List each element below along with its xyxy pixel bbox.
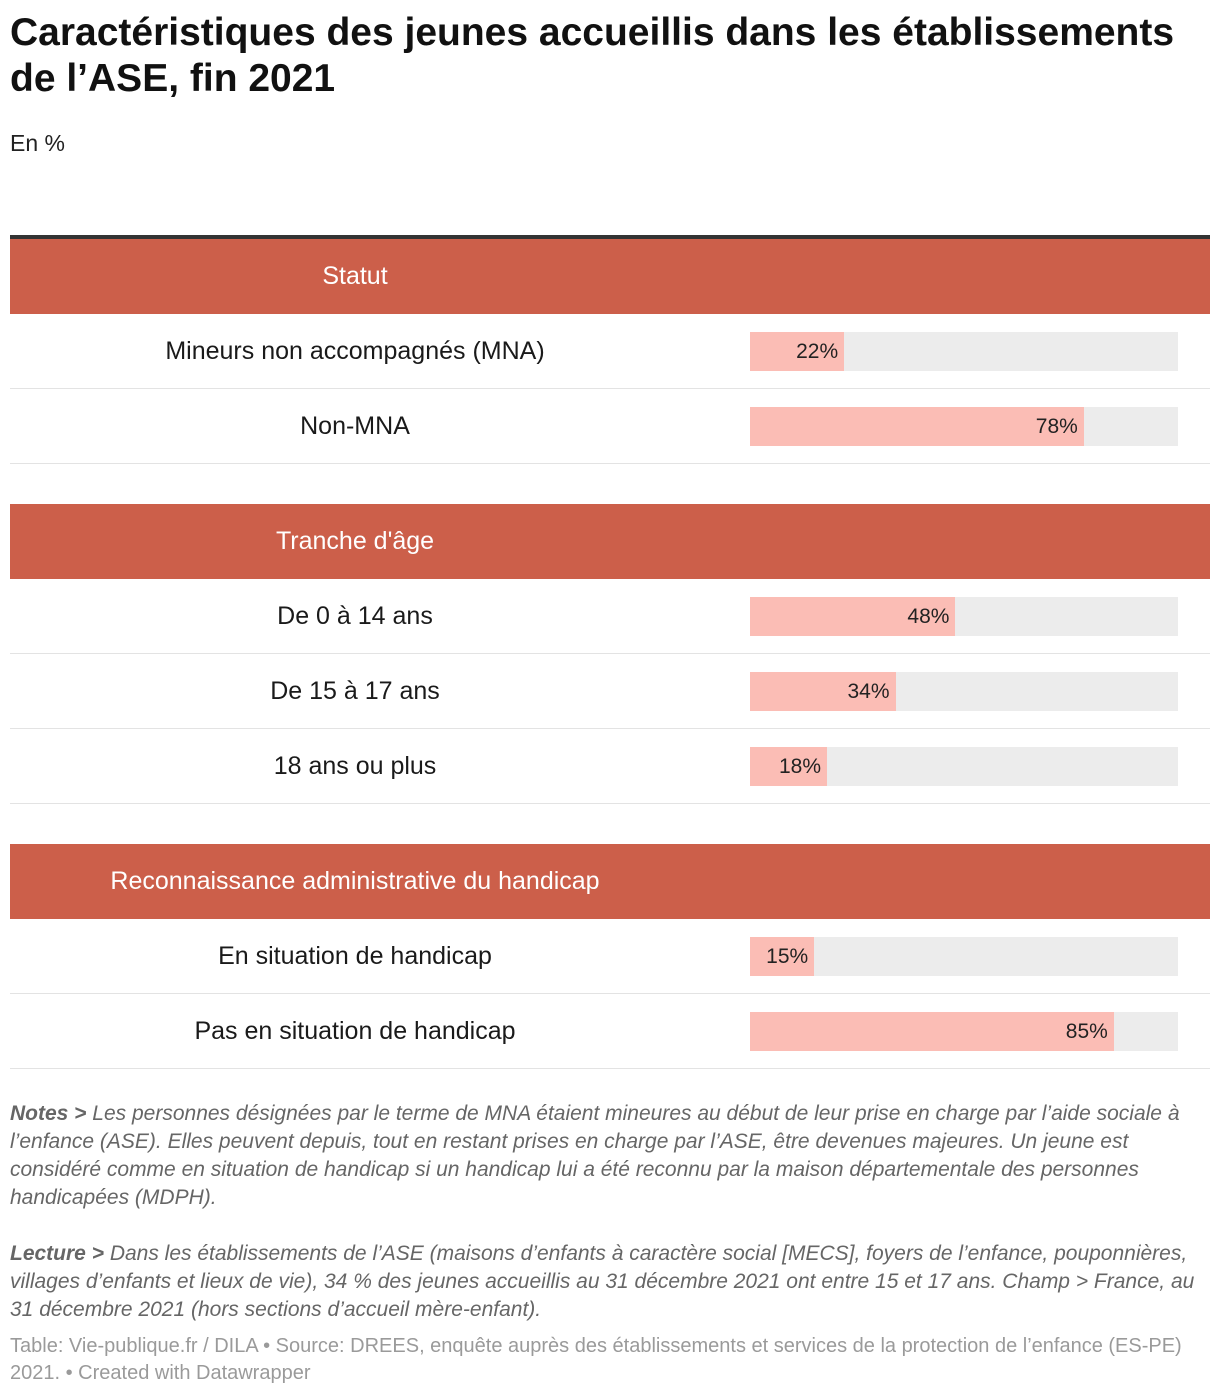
chart-subtitle: En % <box>10 130 65 156</box>
bar: 18% <box>750 747 828 786</box>
bar-track: 18% <box>750 747 1178 786</box>
bar: 78% <box>750 407 1084 446</box>
table-row: De 15 à 17 ans 34% <box>10 654 1210 729</box>
bar: 34% <box>750 672 896 711</box>
group-header-label: Statut <box>322 262 388 290</box>
row-label: Non-MNA <box>300 412 410 440</box>
table-row: Pas en situation de handicap 85% <box>10 994 1210 1069</box>
group-header-label: Reconnaissance administrative du handica… <box>110 867 600 895</box>
table-row: De 0 à 14 ans 48% <box>10 579 1210 654</box>
table-row: Mineurs non accompagnés (MNA) 22% <box>10 314 1210 389</box>
row-label: De 15 à 17 ans <box>270 677 440 705</box>
bar: 48% <box>750 597 956 636</box>
bar-value-label: 48% <box>907 605 950 628</box>
group-section: Statut Mineurs non accompagnés (MNA) 22% No… <box>10 239 1210 464</box>
table-row: En situation de handicap 15% <box>10 919 1210 994</box>
lecture-label: Lecture > <box>10 1242 104 1265</box>
notes-paragraph: Notes > Les personnes désignées par le t… <box>10 1100 1210 1212</box>
row-label: Mineurs non accompagnés (MNA) <box>165 337 545 365</box>
bar-value-label: 15% <box>766 945 809 968</box>
group-section: Tranche d'âge De 0 à 14 ans 48% De 15 à 17 … <box>10 504 1210 804</box>
group-header: Tranche d'âge <box>10 504 1210 579</box>
bar-track: 22% <box>750 332 1178 371</box>
row-label: Pas en situation de handicap <box>194 1017 516 1045</box>
notes-text: Les personnes désignées par le terme de … <box>10 1102 1180 1209</box>
notes-block: Notes > Les personnes désignées par le t… <box>10 1100 1210 1352</box>
bar-track: 34% <box>750 672 1178 711</box>
group-header: Statut <box>10 239 1210 314</box>
bar: 15% <box>750 937 815 976</box>
chart-title: Caractéristiques des jeunes accueillis d… <box>10 11 1175 100</box>
lecture-paragraph: Lecture > Dans les établissements de l’A… <box>10 1240 1210 1324</box>
bar: 85% <box>750 1012 1114 1051</box>
group-header-label: Tranche d'âge <box>275 527 435 555</box>
row-label: 18 ans ou plus <box>273 752 437 780</box>
group-header: Reconnaissance administrative du handica… <box>10 844 1210 919</box>
lecture-text: Dans les établissements de l’ASE (maison… <box>10 1242 1195 1321</box>
table-row: Non-MNA 78% <box>10 389 1210 464</box>
bar-value-label: 34% <box>847 680 890 703</box>
table-row: 18 ans ou plus 18% <box>10 729 1210 804</box>
bar-track: 48% <box>750 597 1178 636</box>
group-section: Reconnaissance administrative du handica… <box>10 844 1210 1069</box>
bar-value-label: 85% <box>1065 1020 1108 1043</box>
bar-track: 85% <box>750 1012 1178 1051</box>
bar-value-label: 78% <box>1035 415 1078 438</box>
bar-value-label: 22% <box>796 340 839 363</box>
bar-value-label: 18% <box>779 755 822 778</box>
row-label: De 0 à 14 ans <box>277 602 433 630</box>
data-table: Statut Mineurs non accompagnés (MNA) 22% No… <box>10 235 1210 1109</box>
bar-track: 15% <box>750 937 1178 976</box>
bar-track: 78% <box>750 407 1178 446</box>
bar: 22% <box>750 332 845 371</box>
notes-label: Notes > <box>10 1102 87 1125</box>
row-label: En situation de handicap <box>218 942 492 970</box>
source-footer: Table: Vie-publique.fr / DILA • Source: … <box>10 1335 1182 1384</box>
